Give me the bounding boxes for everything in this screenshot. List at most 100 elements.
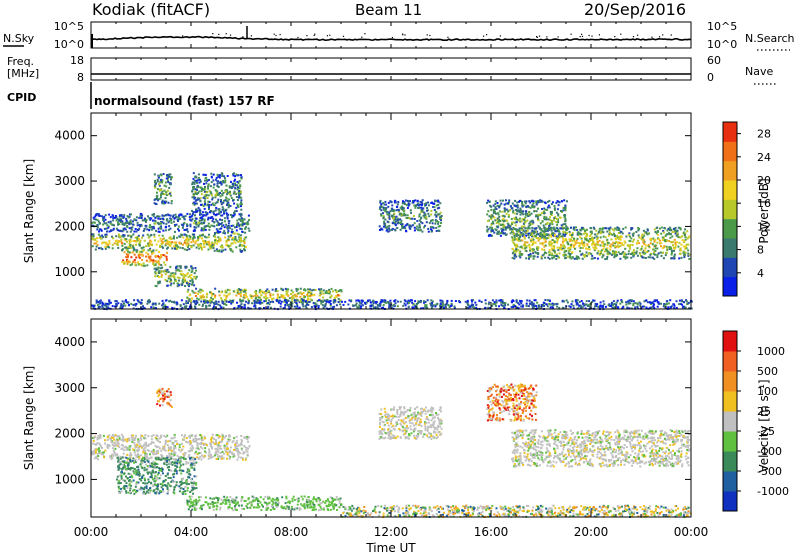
- power-cell: [497, 213, 500, 216]
- power-cell: [669, 236, 672, 239]
- power-cell: [638, 242, 641, 245]
- power-cell: [162, 307, 164, 310]
- power-cell: [616, 242, 619, 245]
- power-cell: [513, 238, 516, 241]
- power-cell: [267, 305, 270, 308]
- power-cell: [130, 235, 133, 238]
- power-cell: [158, 250, 160, 253]
- power-cell: [553, 217, 556, 220]
- power-cell: [160, 227, 163, 230]
- power-cell: [684, 306, 687, 309]
- power-cell: [181, 282, 184, 285]
- power-cell: [549, 244, 552, 247]
- power-cell: [93, 218, 96, 221]
- power-cell: [684, 246, 687, 249]
- power-cell: [326, 292, 329, 295]
- power-cell: [159, 179, 162, 182]
- velocity-cell: [170, 455, 173, 458]
- power-cell: [665, 239, 668, 242]
- power-cell: [495, 301, 498, 304]
- power-cell: [496, 217, 499, 220]
- power-cell: [496, 204, 499, 207]
- power-cell: [409, 300, 411, 303]
- power-cell: [372, 302, 375, 305]
- power-cell: [180, 223, 183, 226]
- power-cell: [393, 300, 396, 303]
- power-cell: [666, 300, 669, 302]
- power-cell: [198, 181, 201, 184]
- power-cell: [504, 226, 507, 229]
- power-cell: [113, 242, 116, 245]
- power-cell: [164, 181, 167, 184]
- power-cell: [119, 229, 122, 232]
- power-cell: [115, 300, 118, 303]
- power-cell: [403, 299, 406, 302]
- power-cell: [141, 250, 144, 253]
- power-cell: [173, 282, 175, 285]
- power-cell: [511, 247, 514, 250]
- power-cell: [212, 307, 215, 310]
- power-cell: [620, 299, 623, 302]
- velocity-cell: [96, 452, 99, 455]
- power-cell: [158, 215, 161, 218]
- power-cell: [401, 223, 404, 226]
- velocity-cell: [215, 442, 218, 445]
- power-cell: [154, 239, 156, 242]
- power-cell: [673, 253, 676, 256]
- power-cell: [159, 267, 162, 270]
- power-cell: [210, 224, 213, 227]
- power-cell: [162, 173, 165, 175]
- power-cell: [599, 231, 602, 234]
- power-cell: [112, 228, 115, 231]
- power-cell: [222, 249, 225, 252]
- power-cell: [588, 248, 591, 251]
- power-cell: [187, 242, 190, 245]
- power-cell: [213, 303, 216, 306]
- power-cell: [543, 238, 546, 241]
- power-cell: [521, 233, 524, 235]
- power-cell: [161, 181, 164, 184]
- power-cell: [537, 306, 540, 309]
- power-cell: [91, 221, 94, 224]
- power-cell: [431, 222, 434, 225]
- power-cell: [553, 254, 556, 257]
- power-cell: [237, 233, 240, 236]
- power-cell: [619, 245, 622, 248]
- power-cell: [634, 306, 637, 309]
- power-cell: [247, 298, 250, 301]
- power-cell: [186, 296, 189, 299]
- power-cell: [489, 226, 492, 229]
- power-cell: [632, 302, 635, 305]
- power-cell: [545, 233, 548, 236]
- power-cell: [182, 236, 185, 239]
- power-cell: [96, 228, 99, 231]
- power-cell: [204, 299, 207, 302]
- power-cell: [543, 207, 546, 210]
- power-cell: [657, 301, 660, 304]
- power-cell: [548, 228, 551, 231]
- power-cell: [518, 252, 521, 255]
- power-cell: [563, 216, 566, 219]
- power-cell: [571, 232, 574, 235]
- power-cell: [232, 231, 235, 234]
- power-cell: [415, 227, 418, 230]
- power-cell: [164, 278, 167, 281]
- power-cell: [175, 301, 178, 304]
- power-cell: [382, 206, 385, 209]
- power-cell: [192, 196, 195, 199]
- power-cell: [372, 300, 375, 302]
- power-cell: [204, 195, 207, 198]
- power-cell: [621, 252, 624, 255]
- power-cell: [101, 304, 104, 307]
- velocity-cell: [246, 438, 249, 441]
- power-cell: [507, 224, 510, 227]
- power-cell: [136, 224, 139, 227]
- power-cell: [237, 182, 240, 185]
- power-cell: [686, 237, 689, 240]
- power-cell: [673, 247, 676, 250]
- power-cell: [221, 180, 224, 183]
- power-cell: [227, 191, 229, 194]
- velocity-cell: [219, 445, 222, 447]
- power-cell: [491, 299, 494, 302]
- power-cell: [196, 209, 199, 212]
